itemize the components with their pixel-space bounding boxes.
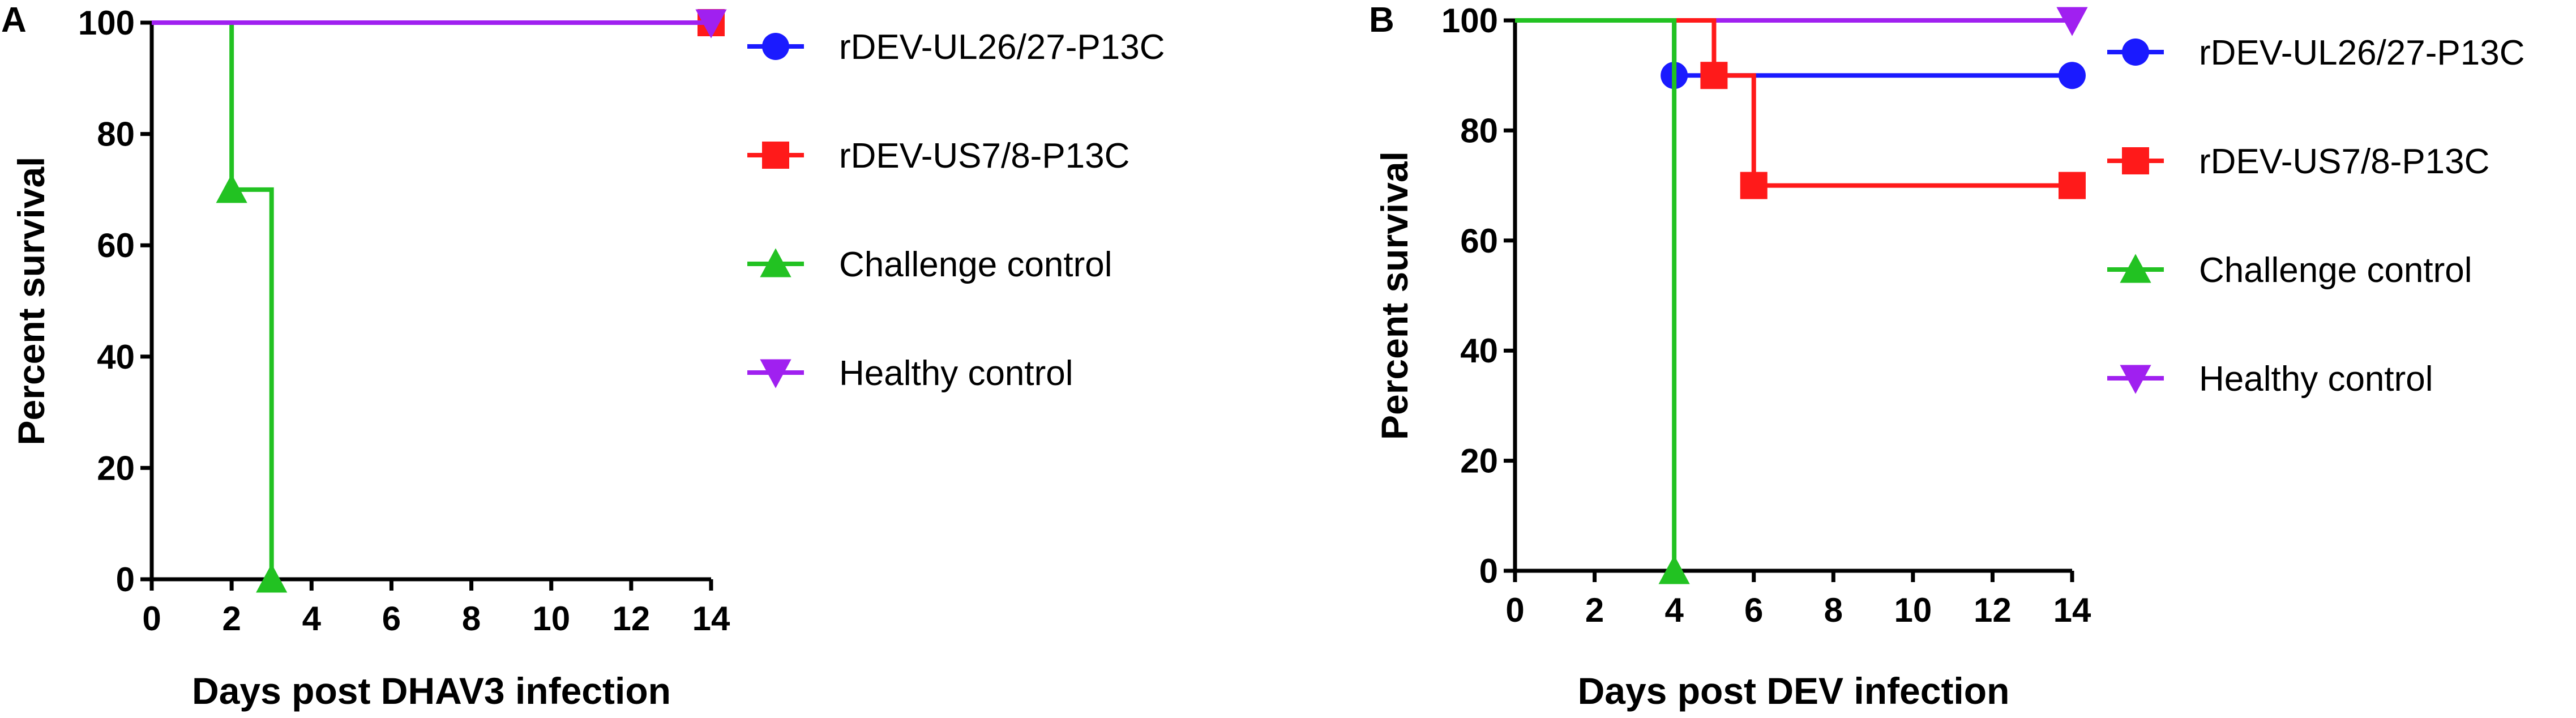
y-tick-label: 80 <box>97 116 135 153</box>
legend-item: rDEV-UL26/27-P13C <box>747 28 1165 67</box>
data-point <box>216 174 247 203</box>
y-tick-label: 100 <box>78 4 135 42</box>
chart-panel-b: B 0 20 40 60 80 100 0 2 4 6 8 10 12 14 Days post DEV in… <box>1369 1 2525 712</box>
x-tick-label: 6 <box>1744 591 1763 629</box>
series-rdev-ul26-27-p13c <box>1515 18 2086 89</box>
data-point <box>1740 172 1768 199</box>
series-challenge-control <box>152 20 288 593</box>
x-tick-label: 14 <box>692 600 730 638</box>
series-line <box>1515 18 1677 571</box>
x-tick-label: 4 <box>1664 591 1684 629</box>
panel-label: B <box>1369 1 1394 40</box>
legend-item: rDEV-US7/8-P13C <box>747 136 1129 176</box>
legend-marker <box>760 359 791 388</box>
x-tick-label: 0 <box>1505 591 1524 629</box>
data-point <box>1658 555 1690 584</box>
x-tick-label: 8 <box>462 600 481 638</box>
x-tick-label: 0 <box>142 600 161 638</box>
x-tick-label: 12 <box>1974 591 2012 629</box>
y-axis-title: Percent survival <box>1373 151 1415 440</box>
legend: rDEV-UL26/27-P13C rDEV-US7/8-P13C Challeng… <box>2107 33 2525 399</box>
legend-item: Challenge control <box>2107 251 2472 290</box>
data-point <box>256 563 288 593</box>
legend-label: rDEV-US7/8-P13C <box>839 136 1129 176</box>
data-point <box>2059 172 2086 199</box>
y-tick-label: 60 <box>1460 222 1498 260</box>
y-tick-label: 40 <box>97 338 135 376</box>
y-tick-label: 20 <box>1460 442 1498 480</box>
x-tick-label: 10 <box>1894 591 1932 629</box>
legend-label: Healthy control <box>2199 360 2433 399</box>
data-point <box>2059 62 2086 89</box>
x-tick-label: 14 <box>2053 591 2091 629</box>
legend-label: Healthy control <box>839 354 1073 393</box>
series-line <box>1515 18 2072 78</box>
legend: rDEV-UL26/27-P13C rDEV-US7/8-P13C Challeng… <box>747 28 1165 393</box>
series-challenge-control <box>1515 18 1690 584</box>
legend-item: Challenge control <box>747 245 1112 284</box>
x-axis-title: Days post DEV infection <box>1578 670 2010 712</box>
x-tick-label: 8 <box>1824 591 1843 629</box>
series-line <box>1515 18 2072 188</box>
legend-label: Challenge control <box>2199 251 2472 290</box>
legend-marker <box>760 248 791 277</box>
legend-label: Challenge control <box>839 245 1112 284</box>
legend-marker <box>2122 39 2149 66</box>
legend-marker <box>762 33 789 60</box>
legend-marker <box>2120 254 2151 283</box>
x-tick-label: 2 <box>222 600 241 638</box>
y-tick-label: 0 <box>1479 552 1498 590</box>
series-line <box>152 20 274 579</box>
legend-label: rDEV-US7/8-P13C <box>2199 142 2489 181</box>
x-tick-label: 2 <box>1585 591 1604 629</box>
legend-item: Healthy control <box>2107 360 2433 399</box>
y-tick-label: 80 <box>1460 112 1498 149</box>
series-rdev-us7-8-p13c <box>1515 18 2086 199</box>
legend-item: rDEV-US7/8-P13C <box>2107 142 2489 181</box>
y-tick-label: 60 <box>97 226 135 264</box>
data-point <box>1700 62 1728 89</box>
y-axis-title: Percent survival <box>10 157 52 446</box>
x-tick-label: 6 <box>382 600 401 638</box>
x-tick-label: 4 <box>302 600 322 638</box>
data-point <box>695 9 727 39</box>
data-point <box>2056 7 2088 36</box>
series-healthy-control <box>152 9 727 39</box>
legend-item: rDEV-UL26/27-P13C <box>2107 33 2525 72</box>
x-axis-title: Days post DHAV3 infection <box>192 670 671 712</box>
x-tick-label: 10 <box>532 600 570 638</box>
chart-panel-a: A 0 20 40 60 80 100 0 2 4 6 8 10 12 14 Days post DHAV3 … <box>1 1 1165 712</box>
legend-marker <box>2122 147 2149 174</box>
legend-marker <box>2120 365 2151 394</box>
legend-label: rDEV-UL26/27-P13C <box>839 28 1165 67</box>
panel-label: A <box>1 1 27 40</box>
y-tick-label: 100 <box>1441 2 1498 40</box>
legend-label: rDEV-UL26/27-P13C <box>2199 33 2525 72</box>
y-tick-label: 40 <box>1460 332 1498 370</box>
x-tick-label: 12 <box>612 600 650 638</box>
legend-marker <box>762 142 789 169</box>
legend-item: Healthy control <box>747 354 1073 393</box>
y-tick-label: 0 <box>116 561 135 599</box>
y-tick-label: 20 <box>97 449 135 487</box>
